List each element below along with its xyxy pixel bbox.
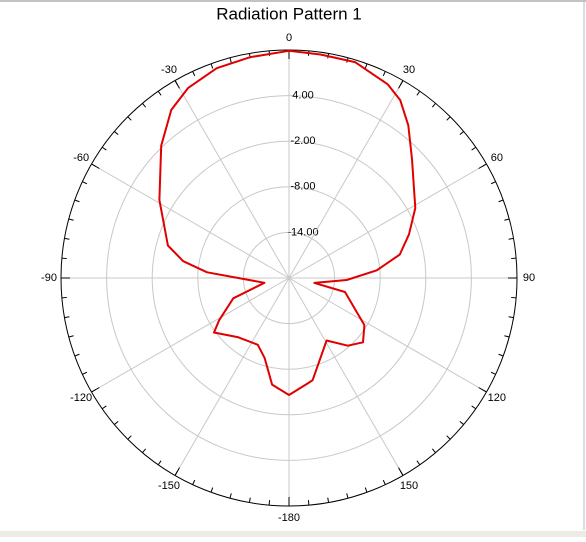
- theta-tick-label: 0: [286, 32, 292, 44]
- r-tick-label: -8.00: [290, 181, 315, 193]
- theta-tick-label: 30: [403, 64, 415, 76]
- theta-tick-label: 60: [491, 152, 503, 164]
- theta-tick-label: -30: [161, 64, 177, 76]
- r-tick-label: 4.00: [292, 90, 313, 102]
- theta-tick-label: -90: [41, 272, 57, 284]
- chart-title: Radiation Pattern 1: [216, 4, 362, 23]
- theta-tick-label: -180: [278, 512, 300, 524]
- theta-tick-label: 150: [400, 480, 418, 492]
- theta-tick-label: -150: [158, 480, 180, 492]
- status-strip: [0, 531, 586, 537]
- r-tick-label: -2.00: [290, 135, 315, 147]
- r-tick-label: -14.00: [287, 226, 318, 238]
- theta-tick-label: 120: [488, 392, 506, 404]
- theta-tick-label: 90: [523, 272, 535, 284]
- theta-tick-label: -120: [70, 392, 92, 404]
- theta-tick-label: -60: [73, 152, 89, 164]
